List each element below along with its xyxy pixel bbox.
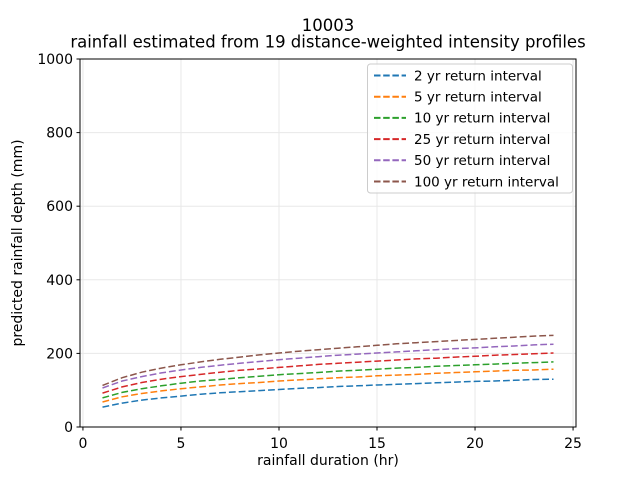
legend-entry-label: 10 yr return interval <box>414 111 550 127</box>
legend: 2 yr return interval 5 yr return interval… <box>367 63 573 194</box>
chart-subtitle: rainfall estimated from 19 distance-weig… <box>70 33 585 52</box>
series-line-25yr <box>102 352 554 394</box>
x-tick-label: 15 <box>368 436 386 452</box>
y-tick-label: 800 <box>46 126 73 142</box>
chart-title: 10003 <box>302 16 355 35</box>
legend-entry-label: 2 yr return interval <box>414 68 542 84</box>
series-line-100yr <box>102 334 554 387</box>
x-tick-label: 10 <box>270 436 288 452</box>
x-tick-label: 20 <box>466 436 484 452</box>
legend-entry-label: 100 yr return interval <box>414 174 559 190</box>
legend-entry-label: 50 yr return interval <box>414 153 550 169</box>
axis-ticks: 0 5 10 15 20 25 0 200 400 600 800 1000 <box>37 52 582 452</box>
y-tick-label: 400 <box>46 273 73 289</box>
series-lines <box>102 334 554 408</box>
x-tick-label: 25 <box>564 436 582 452</box>
plot-frame <box>79 58 577 428</box>
series-line-5yr <box>102 368 554 403</box>
series-line-2yr <box>102 378 554 408</box>
y-tick-label: 1000 <box>37 52 73 68</box>
y-tick-label: 600 <box>46 199 73 215</box>
x-tick-label: 5 <box>177 436 186 452</box>
series-line-10yr <box>102 361 554 399</box>
y-tick-label: 200 <box>46 346 73 362</box>
x-axis-label: rainfall duration (hr) <box>257 453 399 469</box>
series-line-50yr <box>102 343 554 389</box>
legend-box <box>367 63 573 194</box>
legend-entry-label: 25 yr return interval <box>414 132 550 148</box>
y-tick-label: 0 <box>64 420 73 436</box>
y-axis-label: predicted rainfall depth (mm) <box>10 139 26 346</box>
legend-entry-label: 5 yr return interval <box>414 90 542 106</box>
x-tick-label: 0 <box>78 436 87 452</box>
